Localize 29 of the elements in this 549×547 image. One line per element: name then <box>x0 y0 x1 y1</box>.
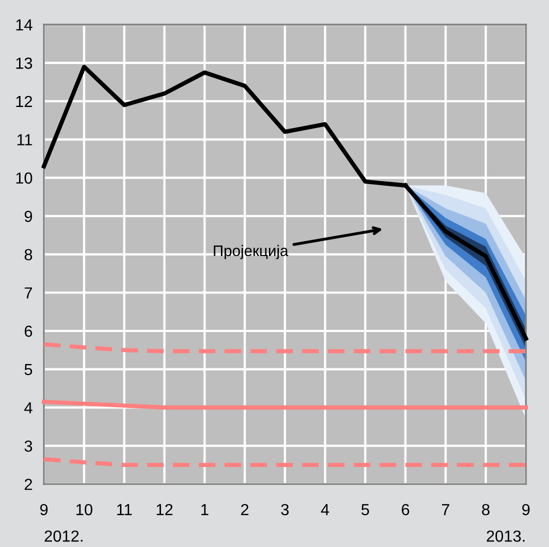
x-tick-label: 5 <box>361 504 370 516</box>
x-tick-label: 9 <box>40 504 48 516</box>
y-tick-label: 10 <box>16 172 32 184</box>
x-tick-label: 9 <box>522 504 530 516</box>
x-tick-label: 3 <box>281 504 289 516</box>
text: 2012. <box>44 530 82 542</box>
x-tick-label: 2 <box>241 504 248 516</box>
y-tick-label: 8 <box>24 248 32 260</box>
x-tick-label: 10 <box>76 504 92 516</box>
x-tick-label: 6 <box>402 504 410 516</box>
x-tick-label: 4 <box>321 504 330 516</box>
y-tick-label: 13 <box>16 58 32 69</box>
x-tick-label: 7 <box>442 504 450 516</box>
y-tick-label: 4 <box>24 402 32 414</box>
x-tick-label: 8 <box>482 504 490 516</box>
y-tick-label: 6 <box>24 326 32 337</box>
y-tick-label: 14 <box>16 19 32 30</box>
y-tick-label: 2 <box>24 478 32 490</box>
annotation: Пројекција <box>214 244 288 260</box>
y-tick-label: 12 <box>16 96 32 107</box>
y-tick-label: 5 <box>24 364 32 376</box>
y-tick-label: 3 <box>24 440 32 452</box>
y-tick-label: 11 <box>17 134 32 146</box>
y-tick-label: 7 <box>24 287 32 298</box>
x-tick-label: 1 <box>201 504 208 516</box>
text: 2013. <box>486 530 524 542</box>
x-tick-label: 11 <box>117 504 132 516</box>
y-tick-label: 9 <box>24 210 32 222</box>
x-tick-label: 12 <box>156 504 173 516</box>
